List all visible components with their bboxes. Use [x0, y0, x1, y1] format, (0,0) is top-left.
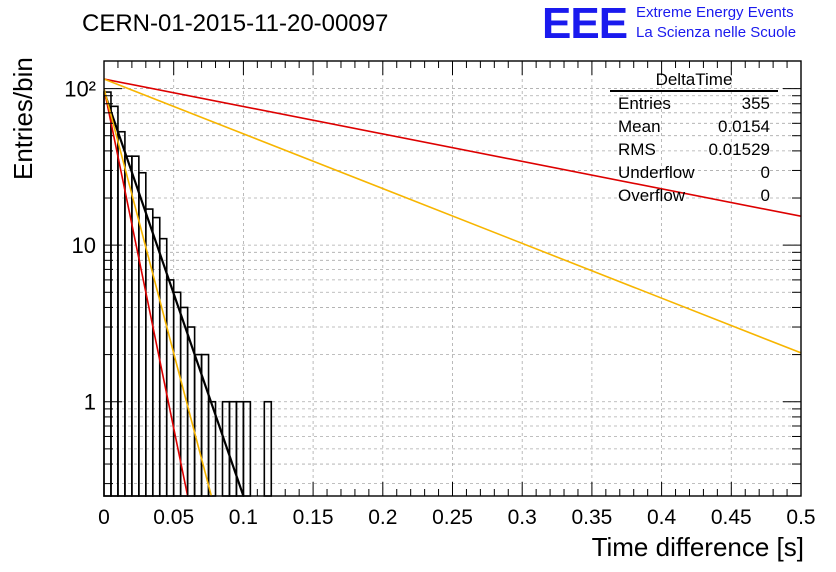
histogram-bar — [165, 279, 175, 497]
fit-line — [104, 78, 801, 218]
fit-lines — [104, 78, 801, 496]
x-tick-label: 0.2 — [368, 506, 397, 529]
stats-label: Mean — [618, 117, 661, 136]
y-tick-label: 1 — [84, 390, 96, 415]
stats-row-overflow: Overflow 0 — [612, 184, 776, 207]
histogram-bar — [172, 291, 182, 497]
x-tick-label: 0.45 — [711, 506, 752, 529]
stats-label: Underflow — [618, 163, 695, 182]
stats-value: 0.0154 — [718, 117, 770, 136]
fit-line — [104, 88, 189, 496]
stats-box-divider — [610, 90, 778, 92]
histogram-bar — [103, 91, 112, 497]
x-tick-label: 0.25 — [432, 506, 473, 529]
stats-row-rms: RMS 0.01529 — [612, 138, 776, 161]
histogram-bars — [103, 91, 273, 497]
stats-row-entries: Entries 355 — [612, 92, 776, 115]
x-tick-label: 0 — [98, 506, 110, 529]
x-tick-label: 0.5 — [786, 506, 815, 529]
stats-label: RMS — [618, 140, 656, 159]
stats-box-title: DeltaTime — [655, 70, 733, 89]
fit-line — [104, 90, 245, 496]
histogram-bar — [193, 353, 203, 497]
fit-line — [104, 88, 213, 496]
stats-value: 355 — [741, 94, 770, 113]
grid-lines — [104, 61, 801, 496]
stats-value: 0 — [760, 186, 770, 205]
stats-label: Entries — [618, 94, 671, 113]
histogram-bar — [138, 171, 147, 497]
logo-line-2: La Scienza nelle Scuole — [636, 24, 797, 41]
x-tick-label: 0.1 — [229, 506, 258, 529]
histogram-bar — [110, 105, 119, 497]
y-axis-label: Entries/bin — [8, 57, 38, 180]
stats-box: DeltaTime Entries 355 Mean 0.0154 RMS 0.… — [610, 70, 778, 207]
stats-label: Overflow — [618, 186, 686, 205]
x-tick-label: 0.3 — [508, 506, 537, 529]
y-tick-label: 10² — [64, 77, 96, 102]
plot-title: CERN-01-2015-11-20-00097 — [82, 10, 389, 37]
x-axis-label: Time difference [s] — [591, 532, 804, 562]
y-tick-label: 10 — [72, 233, 96, 258]
logo-line-1: Extreme Energy Events — [636, 4, 794, 21]
x-tick-label: 0.35 — [571, 506, 612, 529]
x-tick-label: 0.15 — [293, 506, 334, 529]
tick-labels: 0 0.05 0.1 0.15 0.2 0.25 0.3 0.35 0.4 0.45 0.5 1 10 1… — [64, 77, 815, 529]
axes-frame — [103, 60, 802, 497]
x-tick-label: 0.05 — [153, 506, 194, 529]
fit-line — [104, 78, 801, 354]
stats-row-mean: Mean 0.0154 — [612, 115, 776, 138]
x-tick-label: 0.4 — [647, 506, 677, 529]
stats-value: 0.01529 — [708, 140, 770, 159]
logo-mark: EEE — [542, 0, 628, 48]
stats-row-underflow: Underflow 0 — [612, 161, 776, 184]
stats-value: 0 — [760, 163, 770, 182]
